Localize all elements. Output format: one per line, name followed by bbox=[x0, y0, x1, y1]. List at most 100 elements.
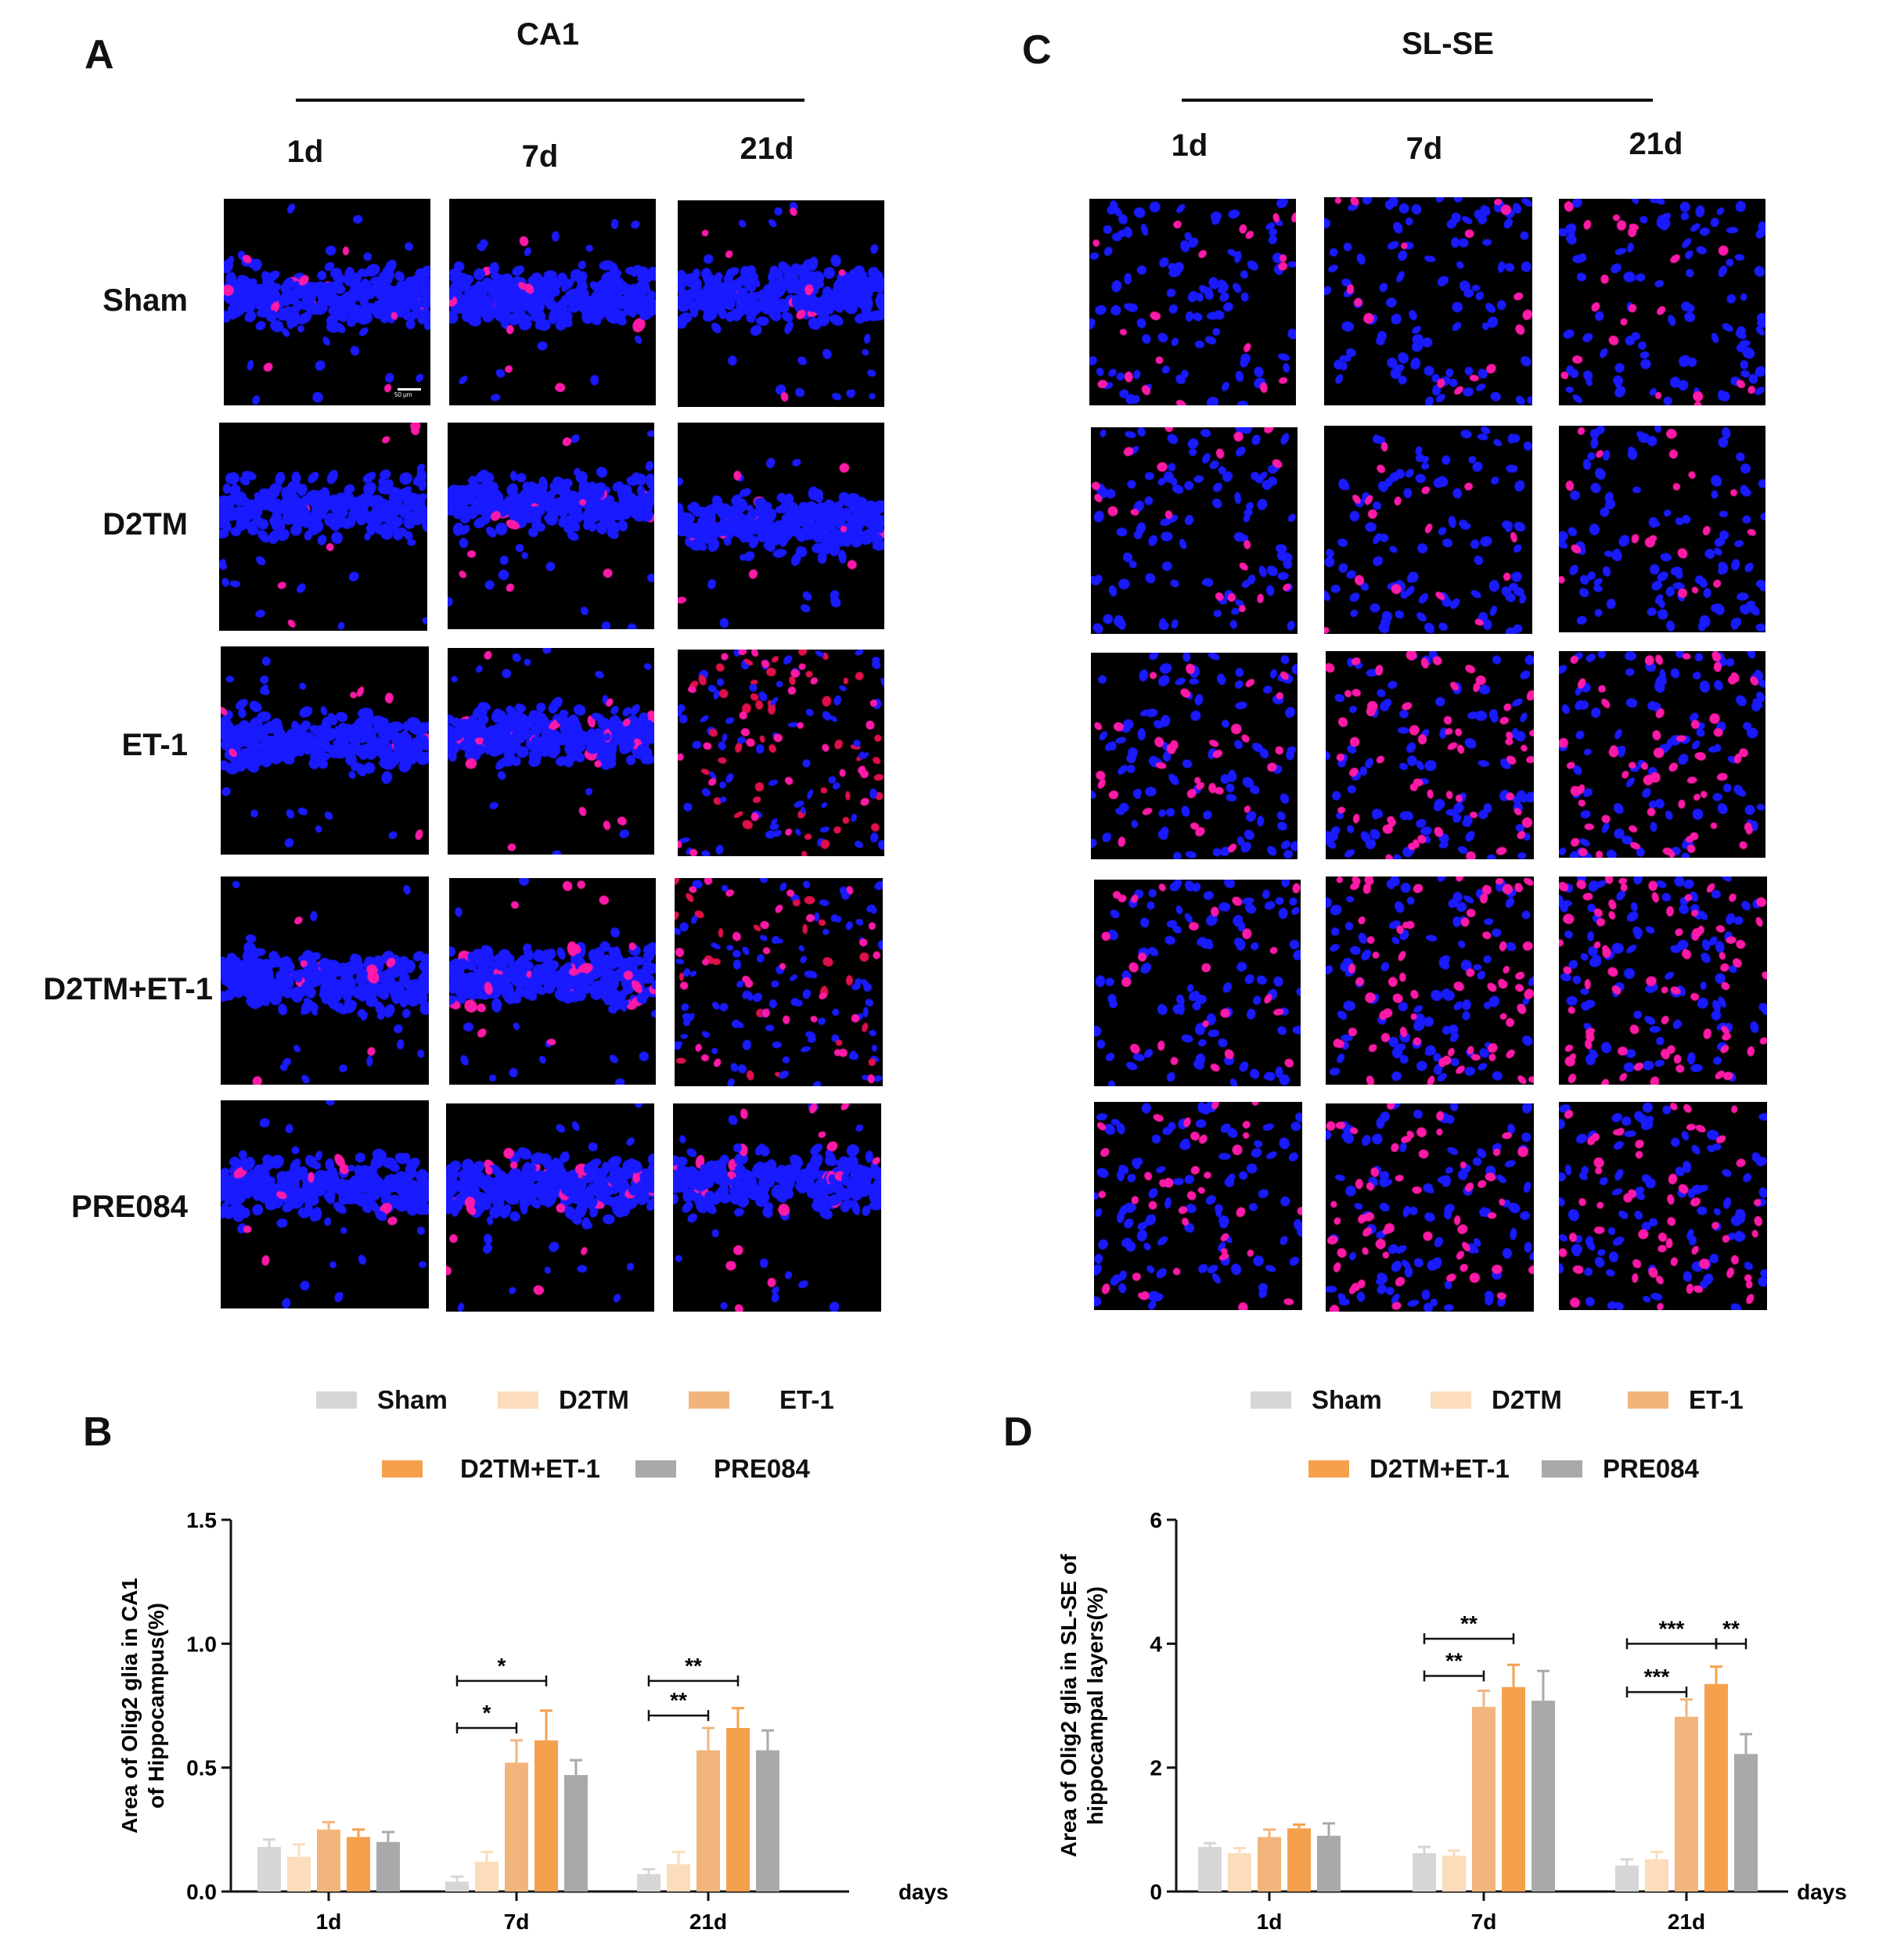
ca1-col-label-7d: 7d bbox=[521, 139, 559, 174]
legend-b-et1: ET-1 bbox=[689, 1385, 834, 1415]
bar bbox=[505, 1762, 528, 1892]
legend-swatch bbox=[316, 1391, 357, 1409]
scale-bar-label: 50 μm bbox=[394, 391, 412, 398]
y-tick-label: 4 bbox=[1150, 1632, 1162, 1656]
bar bbox=[1531, 1701, 1555, 1892]
x-tick-label: 7d bbox=[504, 1910, 530, 1934]
legend-label: D2TM bbox=[1492, 1385, 1562, 1414]
y-tick-label: 1.0 bbox=[186, 1632, 217, 1656]
bar bbox=[1287, 1828, 1311, 1892]
bar bbox=[1734, 1754, 1758, 1892]
slse-micrograph-et1-1d bbox=[1091, 653, 1298, 859]
slse-micrograph-sham-21d bbox=[1559, 199, 1765, 405]
slse-micrograph-pre084-7d bbox=[1326, 1103, 1534, 1312]
legend-label: ET-1 bbox=[1689, 1385, 1744, 1414]
significance-label: * bbox=[498, 1654, 506, 1678]
legend-label: ET-1 bbox=[779, 1385, 834, 1414]
significance-label: ** bbox=[1460, 1611, 1477, 1636]
ca1-micrograph-d2tm-et1-1d bbox=[221, 877, 429, 1085]
bar bbox=[317, 1829, 340, 1892]
legend-swatch bbox=[1542, 1460, 1582, 1478]
ca1-micrograph-pre084-7d bbox=[446, 1103, 654, 1312]
ca1-micrograph-d2tm-et1-7d bbox=[449, 878, 656, 1085]
bar bbox=[1675, 1716, 1698, 1892]
bar bbox=[1317, 1835, 1341, 1892]
bar bbox=[1502, 1686, 1525, 1892]
legend-b-sham: Sham bbox=[316, 1385, 448, 1415]
significance-label: ** bbox=[670, 1688, 687, 1712]
slse-micrograph-sham-1d bbox=[1089, 199, 1296, 405]
significance-label: *** bbox=[1644, 1665, 1670, 1689]
y-tick-label: 0.5 bbox=[186, 1756, 217, 1780]
legend-label: Sham bbox=[377, 1385, 448, 1414]
ca1-micrograph-et1-21d bbox=[678, 650, 884, 856]
ca1-micrograph-d2tm-et1-21d bbox=[675, 878, 883, 1086]
slse-micrograph-d2tm-1d bbox=[1091, 427, 1298, 634]
y-axis-label: Area of Olig2 glia in SL-SE of hippocampa… bbox=[1056, 1553, 1107, 1857]
legend-d-et1: ET-1 bbox=[1628, 1385, 1744, 1415]
slse-micrograph-d2tm-et1-7d bbox=[1326, 877, 1534, 1085]
ca1-micrograph-d2tm-21d bbox=[678, 423, 884, 629]
row-label-sham: Sham bbox=[103, 283, 188, 318]
ca1-micrograph-sham-1d bbox=[224, 199, 430, 405]
bar bbox=[1198, 1847, 1222, 1892]
y-tick-label: 0.0 bbox=[186, 1880, 217, 1904]
slse-micrograph-d2tm-et1-1d bbox=[1094, 880, 1301, 1086]
legend-swatch bbox=[382, 1460, 423, 1478]
slse-title: SL-SE bbox=[1402, 27, 1494, 61]
bar bbox=[1472, 1707, 1495, 1892]
bar bbox=[696, 1750, 720, 1892]
legend-swatch bbox=[1308, 1460, 1349, 1478]
legend-label: D2TM+ET-1 bbox=[1370, 1454, 1510, 1483]
bar bbox=[475, 1862, 498, 1892]
slse-micrograph-pre084-1d bbox=[1094, 1102, 1302, 1310]
ca1-col-label-21d: 21d bbox=[740, 131, 794, 166]
panel-letter-d: D bbox=[1003, 1409, 1033, 1455]
bar bbox=[1413, 1852, 1436, 1892]
bar bbox=[347, 1837, 370, 1892]
legend-d-sham: Sham bbox=[1251, 1385, 1382, 1415]
bar bbox=[257, 1847, 281, 1892]
y-tick-label: 6 bbox=[1150, 1510, 1162, 1532]
x-tick-label: 7d bbox=[1471, 1910, 1497, 1934]
x-axis-label: days bbox=[898, 1880, 948, 1904]
slse-col-label-7d: 7d bbox=[1406, 131, 1443, 166]
y-tick-label: 0 bbox=[1150, 1880, 1162, 1904]
significance-label: ** bbox=[685, 1654, 702, 1678]
significance-label: *** bbox=[1659, 1616, 1685, 1640]
ca1-micrograph-d2tm-1d bbox=[219, 423, 427, 631]
slse-col-label-1d: 1d bbox=[1171, 128, 1208, 163]
ca1-title-rule bbox=[296, 99, 804, 102]
y-axis-label-line2: of Hippocampus(%) bbox=[144, 1603, 168, 1809]
legend-b-pre084: PRE084 bbox=[635, 1454, 810, 1484]
y-tick-label: 2 bbox=[1150, 1756, 1162, 1780]
legend-b-d2tm-et1: D2TM+ET-1 bbox=[382, 1454, 600, 1484]
panel-letter-a: A bbox=[85, 32, 114, 77]
legend-swatch bbox=[1251, 1391, 1291, 1409]
bar bbox=[564, 1775, 588, 1892]
ca1-micrograph-et1-7d bbox=[448, 648, 654, 855]
x-axis-label: days bbox=[1797, 1880, 1847, 1904]
y-axis-label-line1: Area of Olig2 glia in CA1 bbox=[117, 1578, 142, 1834]
panel-letter-b: B bbox=[83, 1409, 113, 1455]
legend-label: PRE084 bbox=[714, 1454, 810, 1483]
y-tick-label: 1.5 bbox=[186, 1510, 217, 1532]
ca1-col-label-1d: 1d bbox=[286, 135, 324, 169]
row-label-pre084: PRE084 bbox=[71, 1190, 188, 1224]
legend-b-d2tm: D2TM bbox=[498, 1385, 629, 1415]
row-label-d2tm: D2TM bbox=[103, 507, 188, 542]
legend-label: D2TM+ET-1 bbox=[460, 1454, 600, 1483]
ca1-micrograph-pre084-1d bbox=[221, 1100, 429, 1308]
bar bbox=[287, 1856, 311, 1892]
ca1-micrograph-pre084-21d bbox=[673, 1103, 881, 1312]
slse-micrograph-pre084-21d bbox=[1559, 1102, 1767, 1310]
slse-micrograph-d2tm-21d bbox=[1559, 426, 1765, 632]
bar bbox=[376, 1841, 400, 1892]
x-tick-label: 21d bbox=[689, 1910, 727, 1934]
bar bbox=[1258, 1837, 1281, 1892]
legend-d-pre084: PRE084 bbox=[1542, 1454, 1699, 1484]
legend-swatch bbox=[498, 1391, 538, 1409]
legend-d-d2tm-et1: D2TM+ET-1 bbox=[1308, 1454, 1510, 1484]
significance-label: * bbox=[483, 1701, 491, 1725]
